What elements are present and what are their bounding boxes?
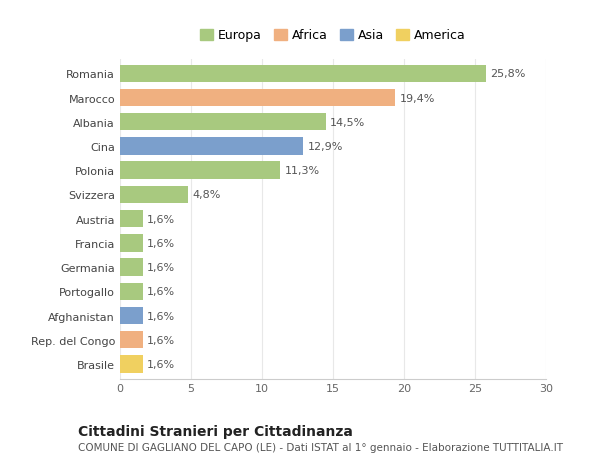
Bar	[120, 90, 395, 107]
Bar	[120, 138, 303, 155]
Text: 1,6%: 1,6%	[147, 359, 175, 369]
Bar	[120, 162, 280, 179]
Text: 1,6%: 1,6%	[147, 238, 175, 248]
Text: 19,4%: 19,4%	[400, 93, 435, 103]
Bar	[120, 186, 188, 204]
Text: 1,6%: 1,6%	[147, 263, 175, 273]
Bar	[120, 259, 143, 276]
Text: COMUNE DI GAGLIANO DEL CAPO (LE) - Dati ISTAT al 1° gennaio - Elaborazione TUTTI: COMUNE DI GAGLIANO DEL CAPO (LE) - Dati …	[78, 442, 563, 452]
Bar	[120, 283, 143, 300]
Text: 1,6%: 1,6%	[147, 214, 175, 224]
Text: 1,6%: 1,6%	[147, 311, 175, 321]
Text: 1,6%: 1,6%	[147, 335, 175, 345]
Legend: Europa, Africa, Asia, America: Europa, Africa, Asia, America	[196, 24, 470, 47]
Text: 12,9%: 12,9%	[307, 142, 343, 151]
Text: 14,5%: 14,5%	[330, 118, 365, 128]
Bar	[120, 235, 143, 252]
Bar	[120, 331, 143, 349]
Text: 1,6%: 1,6%	[147, 287, 175, 297]
Text: Cittadini Stranieri per Cittadinanza: Cittadini Stranieri per Cittadinanza	[78, 425, 353, 438]
Bar	[120, 355, 143, 373]
Text: 11,3%: 11,3%	[285, 166, 320, 176]
Bar	[120, 307, 143, 325]
Bar	[120, 211, 143, 228]
Text: 25,8%: 25,8%	[491, 69, 526, 79]
Text: 4,8%: 4,8%	[193, 190, 221, 200]
Bar	[120, 114, 326, 131]
Bar	[120, 66, 487, 83]
